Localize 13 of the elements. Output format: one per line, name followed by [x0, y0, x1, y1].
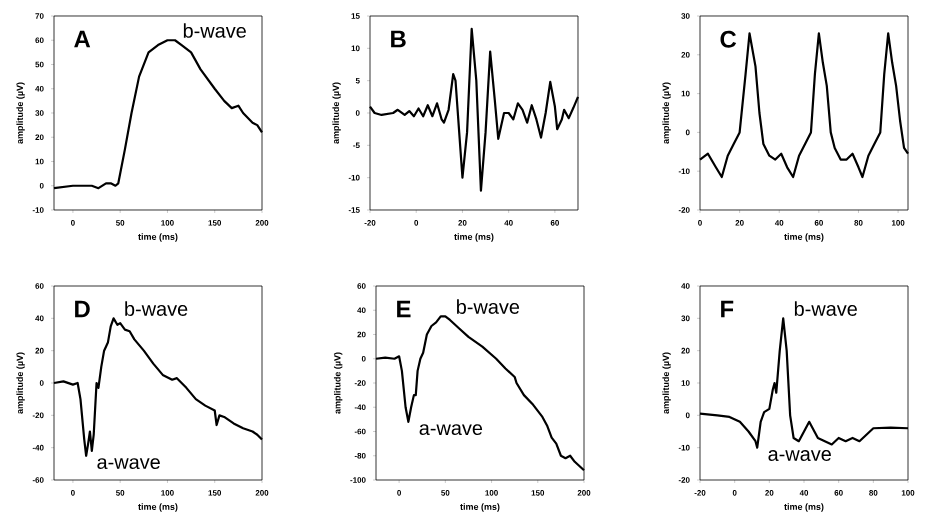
annotation: b-wave [457, 299, 520, 314]
chart-title: F [721, 300, 734, 318]
annotation: b-wave [125, 301, 188, 316]
annotation: a-wave [419, 424, 483, 436]
chart-title: C [720, 30, 737, 48]
annotation: a-wave [97, 458, 160, 470]
annotation: b-wave [794, 301, 857, 316]
chart-title: E [397, 300, 411, 318]
annotation: a-wave [768, 450, 831, 461]
chart-title: B [391, 30, 406, 48]
chart-title: A [74, 30, 91, 48]
chart-title: D [75, 300, 90, 318]
annotation: b-wave [183, 23, 246, 38]
